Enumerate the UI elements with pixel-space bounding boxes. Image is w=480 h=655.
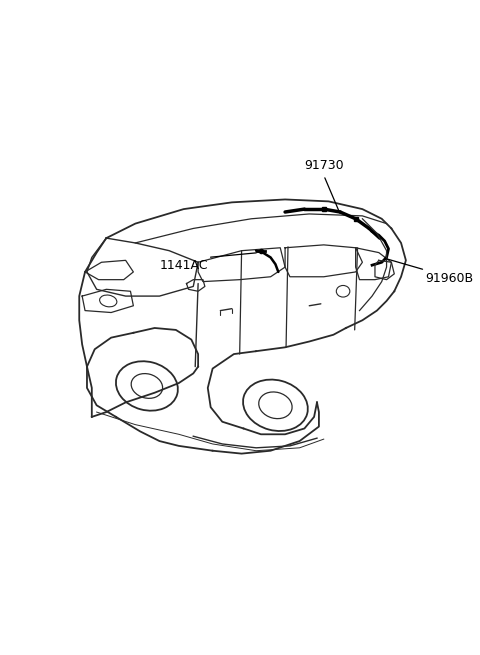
Text: 1141AC: 1141AC	[159, 259, 208, 272]
Text: 91730: 91730	[304, 159, 344, 172]
Text: 91960B: 91960B	[425, 272, 473, 285]
